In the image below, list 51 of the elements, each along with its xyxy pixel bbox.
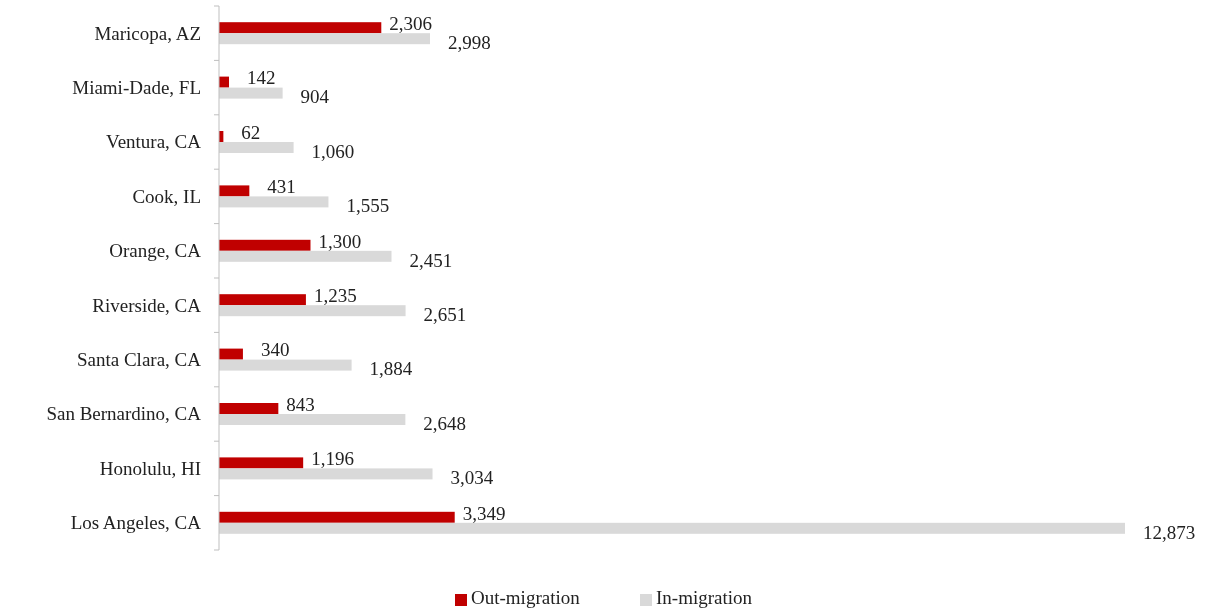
y-tick-label: Honolulu, HI <box>99 457 201 479</box>
y-tick-label: Orange, CA <box>109 240 202 262</box>
bar <box>219 348 243 360</box>
bar <box>219 457 304 469</box>
y-tick-label: Ventura, CA <box>106 131 202 153</box>
data-label: 12,873 <box>1143 521 1196 543</box>
data-label: 3,349 <box>462 502 506 524</box>
y-tick-label: Maricopa, AZ <box>94 22 201 44</box>
data-label: 1,235 <box>313 285 357 307</box>
data-label: 2,451 <box>409 249 453 271</box>
legend-label: Out-migration <box>471 587 581 609</box>
bar <box>219 359 352 371</box>
bar <box>219 87 283 99</box>
bar <box>219 33 430 45</box>
bar <box>219 239 311 251</box>
data-label: 843 <box>286 393 315 415</box>
data-label: 3,034 <box>450 467 494 489</box>
data-label: 1,060 <box>311 140 355 162</box>
bar <box>219 522 1125 534</box>
bar <box>219 403 279 414</box>
bar <box>219 305 406 317</box>
y-tick-label: Santa Clara, CA <box>76 348 202 370</box>
bar <box>219 511 455 523</box>
data-label: 2,648 <box>423 412 467 434</box>
data-label: 1,884 <box>369 358 413 380</box>
bar <box>219 142 294 153</box>
data-label: 1,196 <box>311 448 354 470</box>
legend-label: In-migration <box>656 587 753 609</box>
bar <box>219 76 229 88</box>
bar <box>219 196 329 208</box>
y-tick-label: Miami-Dade, FL <box>72 76 201 98</box>
data-label: 2,306 <box>389 13 433 35</box>
bar <box>219 294 306 306</box>
data-label: 1,555 <box>346 195 390 217</box>
bar <box>219 22 382 34</box>
y-tick-label: San Bernardino, CA <box>46 403 202 425</box>
bar <box>219 250 392 262</box>
data-label: 431 <box>267 176 296 198</box>
data-label: 340 <box>260 339 290 361</box>
data-label: 142 <box>246 67 276 89</box>
data-label: 2,651 <box>423 304 467 326</box>
y-tick-label: Riverside, CA <box>92 294 202 316</box>
y-tick-label: Los Angeles, CA <box>70 512 202 534</box>
y-tick-label: Cook, IL <box>132 185 201 207</box>
data-label: 62 <box>241 121 261 143</box>
data-label: 2,998 <box>448 32 491 54</box>
bar <box>219 185 250 197</box>
data-label: 904 <box>300 86 330 108</box>
bar <box>219 414 406 425</box>
data-label: 1,300 <box>318 230 362 252</box>
bar <box>219 468 433 480</box>
